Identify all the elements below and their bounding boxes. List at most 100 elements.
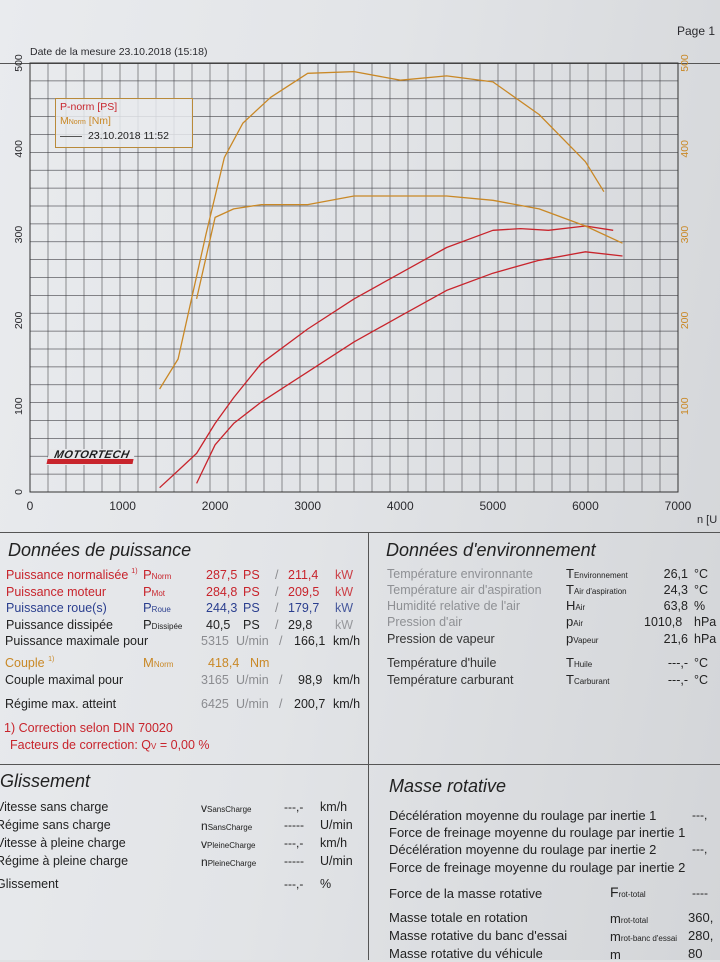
environment-row-symbol: pVapeur (566, 631, 599, 646)
power-row-ps-unit: PS (243, 568, 260, 582)
max-torque-speed-unit: km/h (333, 673, 361, 687)
environment-row-unit: % (694, 599, 706, 613)
slip-row-unit: % (320, 877, 332, 891)
environment-row-label: Température d'huile (387, 656, 497, 670)
left-tick-label: 300 (13, 226, 25, 244)
slip-row-value: ---,- (284, 877, 304, 891)
power-row-label: Puissance roue(s) (6, 601, 107, 615)
power-row-slash: / (275, 568, 279, 582)
environment-row-value: 26,1 (663, 567, 688, 581)
environment-row-value: 1010,8 (644, 615, 683, 629)
max-rpm-rpm-unit: U/min (236, 697, 269, 711)
max-rpm-rpm: 6425 (201, 697, 229, 711)
power-row-label: Puissance dissipée (6, 617, 114, 632)
max-torque-rpm-unit: U/min (236, 673, 269, 687)
mass-row-label: Masse totale en rotation (389, 910, 528, 925)
right-tick-label: 300 (679, 226, 691, 244)
max-torque-slash: / (279, 673, 283, 687)
slip-row-unit: U/min (320, 854, 353, 868)
motortech-logo: MOTORTECH (46, 449, 136, 465)
environment-row-symbol: TCarburant (566, 672, 610, 687)
power-row-ps-value: 284,8 (206, 584, 238, 599)
power-row-slash: / (275, 601, 279, 615)
right-tick-label: 400 (679, 140, 691, 158)
environment-row-value: 63,8 (663, 599, 688, 613)
torque-curve-2 (195, 195, 623, 300)
left-tick-label: 500 (13, 54, 25, 72)
slip-row-value: ---,- (284, 800, 304, 814)
slip-row-value: ---,- (284, 836, 304, 850)
rotating-force-symbol: Frot-total (610, 884, 646, 900)
mass-row-value: 80 (688, 946, 703, 961)
power-row-kw-value: 209,5 (288, 584, 320, 599)
slip-row-label: Vitesse à pleine charge (0, 836, 126, 850)
power-row-slash: / (275, 617, 279, 632)
slip-row-symbol: nSansCharge (201, 819, 253, 833)
right-tick-label: 500 (679, 54, 691, 72)
x-tick-label: 1000 (109, 499, 136, 513)
power-row-kw-value: 179,7 (288, 601, 320, 615)
rotating-force-label: Force de la masse rotative (389, 886, 543, 901)
slip-section-title: Glissement (0, 771, 91, 791)
environment-row-label: Température air d'aspiration (387, 583, 542, 597)
environment-row-unit: °C (694, 567, 709, 581)
power-curve-1 (159, 225, 614, 489)
power-row-symbol: PRoue (143, 600, 171, 615)
environment-row-value: 24,3 (663, 583, 688, 597)
power-row-symbol: PDissipée (143, 616, 183, 632)
mass-row-symbol: m (610, 947, 621, 962)
power-row-ps-value: 287,5 (206, 568, 238, 582)
power-row-symbol: PMot (143, 583, 166, 599)
legend-power: P-norm [PS] (60, 101, 118, 113)
power-row-label: Puissance normalisée 1) (6, 568, 138, 582)
slip-row-unit: km/h (320, 836, 348, 850)
environment-row-value: ---,- (667, 673, 688, 687)
rotating-force-value: ---- (692, 886, 708, 900)
mass-row-value: 280, (688, 928, 714, 943)
slip-row-value: ----- (284, 818, 304, 832)
rotating-row-label: Décélération moyenne du roulage par iner… (389, 808, 657, 823)
left-tick-label: 400 (13, 140, 25, 158)
power-row-kw-unit: kW (335, 617, 354, 632)
x-tick-label: 0 (27, 499, 34, 513)
rotating-row-label: Décélération moyenne du roulage par iner… (389, 842, 657, 857)
mass-row-symbol: mrot-total (610, 911, 648, 926)
max-rpm-slash: / (279, 697, 283, 711)
environment-row-label: Température carburant (387, 673, 514, 687)
x-axis-label: n [U (697, 514, 717, 526)
correction-factor: Facteurs de correction: QV = 0,00 % (10, 738, 210, 752)
left-tick-label: 100 (13, 397, 25, 415)
x-tick-label: 5000 (480, 499, 507, 513)
max-torque-speed: 98,9 (298, 673, 323, 687)
legend-torque: MNorm [Nm] (60, 115, 111, 127)
torque-label: Couple 1) (5, 656, 55, 670)
environment-row-unit: °C (694, 656, 709, 670)
max-rpm-speed: 200,7 (294, 697, 326, 711)
max-power-speed-unit: km/h (333, 634, 361, 648)
environment-row-value: 21,6 (663, 632, 688, 646)
environment-row-symbol: pAir (566, 614, 584, 629)
slip-row-label: Glissement (0, 877, 59, 891)
power-row-slash: / (275, 584, 279, 599)
power-row-kw-unit: kW (335, 584, 354, 599)
slip-row-unit: U/min (320, 818, 353, 832)
left-tick-label: 200 (13, 311, 25, 329)
x-tick-label: 3000 (294, 499, 321, 513)
rotating-row-value: ---, (692, 808, 708, 822)
rotating-row-label: Force de freinage moyenne du roulage par… (389, 860, 686, 875)
environment-row-symbol: TEnvironnement (566, 566, 628, 581)
x-tick-label: 4000 (387, 499, 414, 513)
x-tick-label: 7000 (665, 499, 692, 513)
environment-row-label: Température environnante (387, 567, 533, 581)
plot-frame (29, 62, 679, 493)
environment-row-symbol: THuile (566, 655, 593, 670)
power-row-symbol: PNorm (143, 567, 172, 582)
slip-row-symbol: vPleineCharge (201, 837, 256, 851)
power-row-kw-unit: kW (335, 568, 354, 582)
power-row-kw-value: 29,8 (288, 617, 313, 632)
power-section-title: Données de puissance (8, 540, 192, 560)
sections-middle-divider (0, 764, 720, 765)
max-power-rpm: 5315 (201, 634, 229, 648)
environment-row-symbol: TAir d'aspiration (566, 582, 627, 597)
environment-row-label: Humidité relative de l'air (387, 599, 520, 613)
